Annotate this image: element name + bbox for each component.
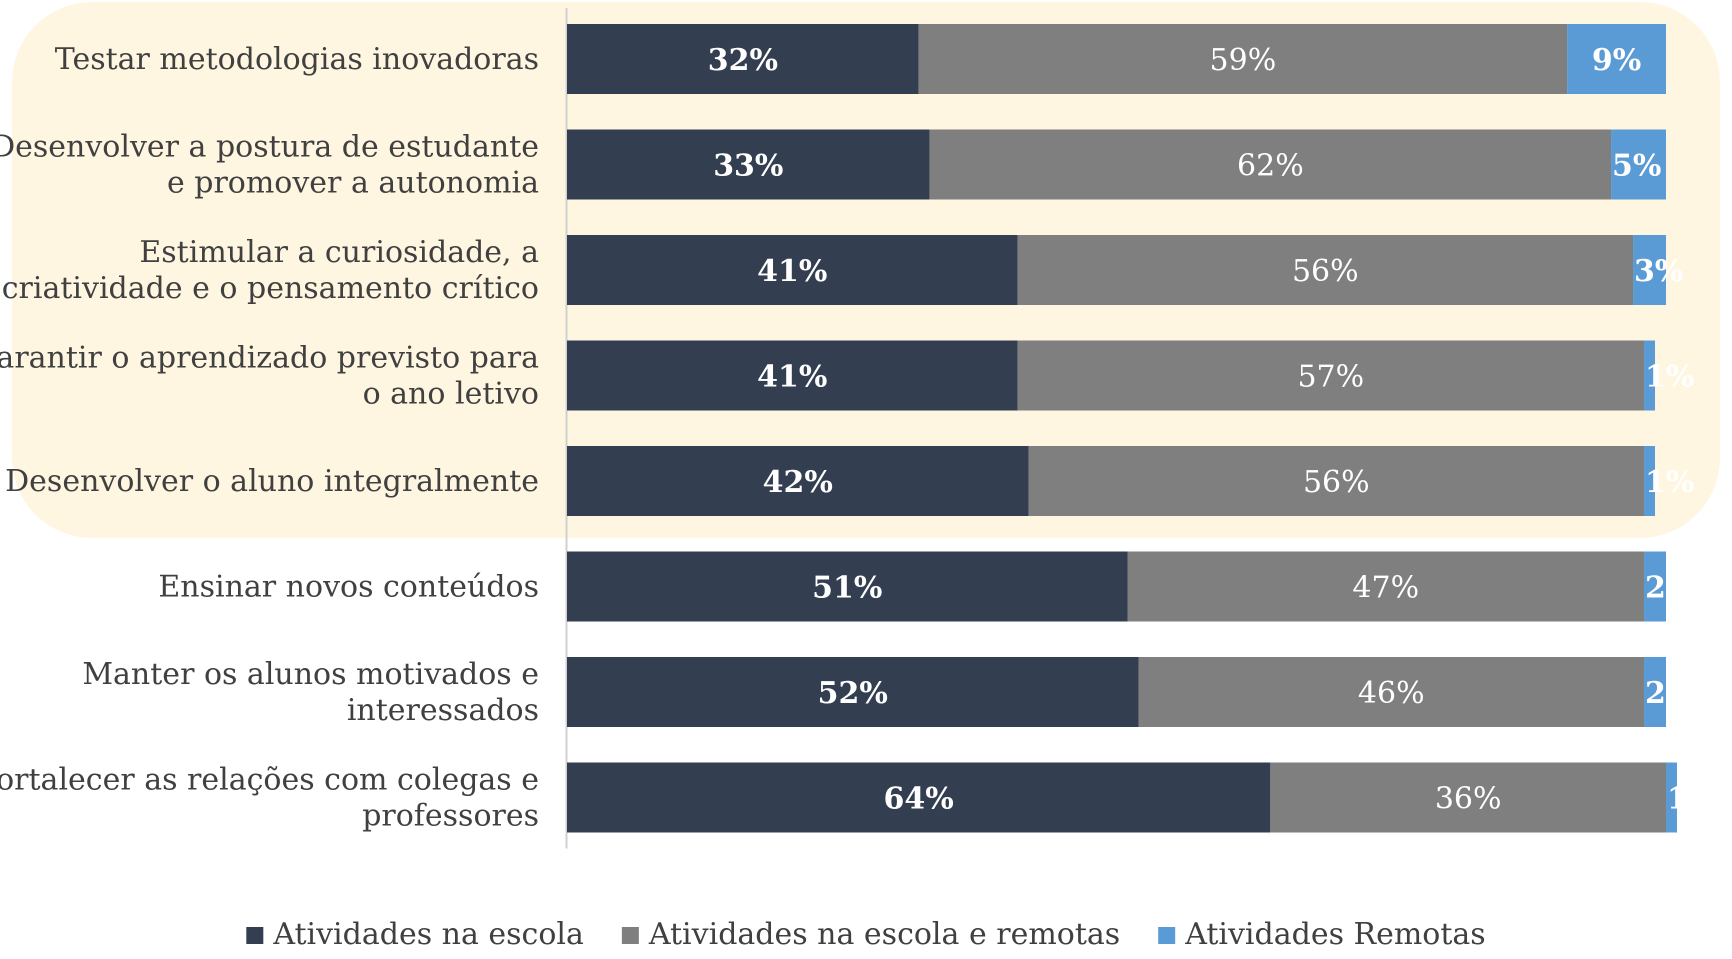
bars-layer: 32% 59% 9% 33% 62% 5% 41% 56% 3% 41% 57% 1% 42% 56% 1%… [567, 24, 1716, 833]
bar-segment-atividades-na-escola-e-remotas-7 [1138, 657, 1645, 727]
category-label-3: Estimular a curiosidade, a criatividade e… [2, 235, 539, 306]
category-label-6: Ensinar novos conteúdos [158, 570, 539, 605]
data-label-atividades-na-escola-e-remotas-4: 57% [1297, 360, 1364, 395]
bar-segment-atividades-na-escola-1 [567, 24, 919, 94]
bar-segment-atividades-na-escola-5 [567, 446, 1029, 516]
bar-segment-atividades-remotas-3 [1633, 235, 1666, 305]
data-label-atividades-na-escola-5: 42% [763, 465, 833, 500]
data-label-atividades-remotas-1: 9% [1592, 43, 1641, 78]
legend-label-atividades-remotas: Atividades Remotas [1184, 917, 1486, 952]
data-label-atividades-na-escola-4: 41% [757, 360, 827, 395]
data-label-atividades-na-escola-e-remotas-7: 46% [1358, 676, 1425, 711]
data-label-atividades-na-escola-6: 51% [812, 571, 882, 606]
category-label-1: Testar metodologias inovadoras [55, 42, 539, 77]
bar-segment-atividades-remotas-5 [1644, 446, 1656, 516]
bar-segment-atividades-na-escola-2 [567, 129, 930, 200]
category-label-4: Garantir o aprendizado previsto para o an… [0, 341, 539, 412]
bar-segment-atividades-na-escola-6 [567, 551, 1128, 622]
bar-segment-atividades-remotas-2 [1611, 129, 1666, 200]
data-label-atividades-na-escola-3: 41% [757, 254, 827, 289]
data-label-atividades-na-escola-e-remotas-8: 36% [1435, 782, 1502, 817]
data-label-atividades-remotas-7: 2% [1645, 676, 1694, 711]
bar-segment-atividades-na-escola-e-remotas-8 [1270, 762, 1666, 833]
data-label-atividades-na-escola-e-remotas-1: 59% [1210, 43, 1277, 78]
data-label-atividades-na-escola-e-remotas-5: 56% [1303, 465, 1370, 500]
data-label-atividades-remotas-5: 1% [1645, 465, 1694, 500]
legend-item-atividades-remotas: Atividades Remotas [1158, 917, 1486, 952]
bar-segment-atividades-remotas-4 [1644, 340, 1656, 411]
data-label-atividades-remotas-8: 1% [1667, 782, 1716, 817]
legend-label-atividades-na-escola-e-remotas: Atividades na escola e remotas [648, 917, 1120, 952]
legend-swatch-atividades-remotas [1158, 927, 1176, 944]
bar-segment-atividades-remotas-6 [1644, 551, 1666, 622]
bar-segment-atividades-na-escola-e-remotas-6 [1127, 551, 1645, 622]
bar-segment-atividades-remotas-1 [1567, 24, 1666, 94]
data-label-atividades-remotas-3: 3% [1634, 254, 1683, 289]
data-label-atividades-na-escola-2: 33% [713, 149, 783, 184]
bar-segment-atividades-remotas-7 [1644, 657, 1666, 727]
bar-segment-atividades-na-escola-4 [567, 340, 1018, 411]
data-label-atividades-na-escola-e-remotas-2: 62% [1237, 149, 1304, 184]
legend-label-atividades-na-escola: Atividades na escola [272, 917, 584, 952]
data-label-atividades-na-escola-8: 64% [884, 782, 954, 817]
bar-segment-atividades-na-escola-8 [567, 762, 1271, 833]
category-label-8: Fortalecer as relações com colegas e prof… [0, 763, 539, 834]
data-label-atividades-na-escola-e-remotas-3: 56% [1292, 254, 1359, 289]
bar-segment-atividades-na-escola-3 [567, 235, 1018, 305]
data-label-atividades-remotas-6: 2% [1645, 571, 1694, 606]
category-label-5: Desenvolver o aluno integralmente [5, 464, 539, 499]
category-label-2: Desenvolver a postura de estudante e prom… [0, 130, 539, 201]
bar-segment-atividades-na-escola-e-remotas-1 [918, 24, 1568, 94]
bar-segment-atividades-na-escola-e-remotas-5 [1028, 446, 1645, 516]
category-label-7: Manter os alunos motivados e interessados [82, 657, 539, 728]
legend-item-atividades-na-escola-e-remotas: Atividades na escola e remotas [621, 917, 1120, 952]
data-label-atividades-na-escola-e-remotas-6: 47% [1352, 571, 1419, 606]
data-label-atividades-na-escola-7: 52% [818, 676, 888, 711]
legend-item-atividades-na-escola: Atividades na escola [246, 917, 584, 952]
legend: Atividades na escola Atividades na escola… [246, 917, 1486, 952]
data-label-atividades-remotas-2: 5% [1612, 149, 1661, 184]
bar-segment-atividades-na-escola-e-remotas-4 [1017, 340, 1645, 411]
bar-segment-atividades-na-escola-7 [567, 657, 1139, 727]
data-label-atividades-remotas-4: 1% [1645, 360, 1694, 395]
legend-swatch-atividades-na-escola-e-remotas [621, 927, 639, 944]
bar-segment-atividades-na-escola-e-remotas-3 [1017, 235, 1634, 305]
data-label-atividades-na-escola-1: 32% [708, 43, 778, 78]
bar-segment-atividades-na-escola-e-remotas-2 [929, 129, 1612, 200]
bar-segment-atividades-remotas-8 [1666, 762, 1677, 833]
legend-swatch-atividades-na-escola [246, 927, 264, 944]
category-labels: Testar metodologias inovadoras Desenvolve… [0, 42, 539, 834]
